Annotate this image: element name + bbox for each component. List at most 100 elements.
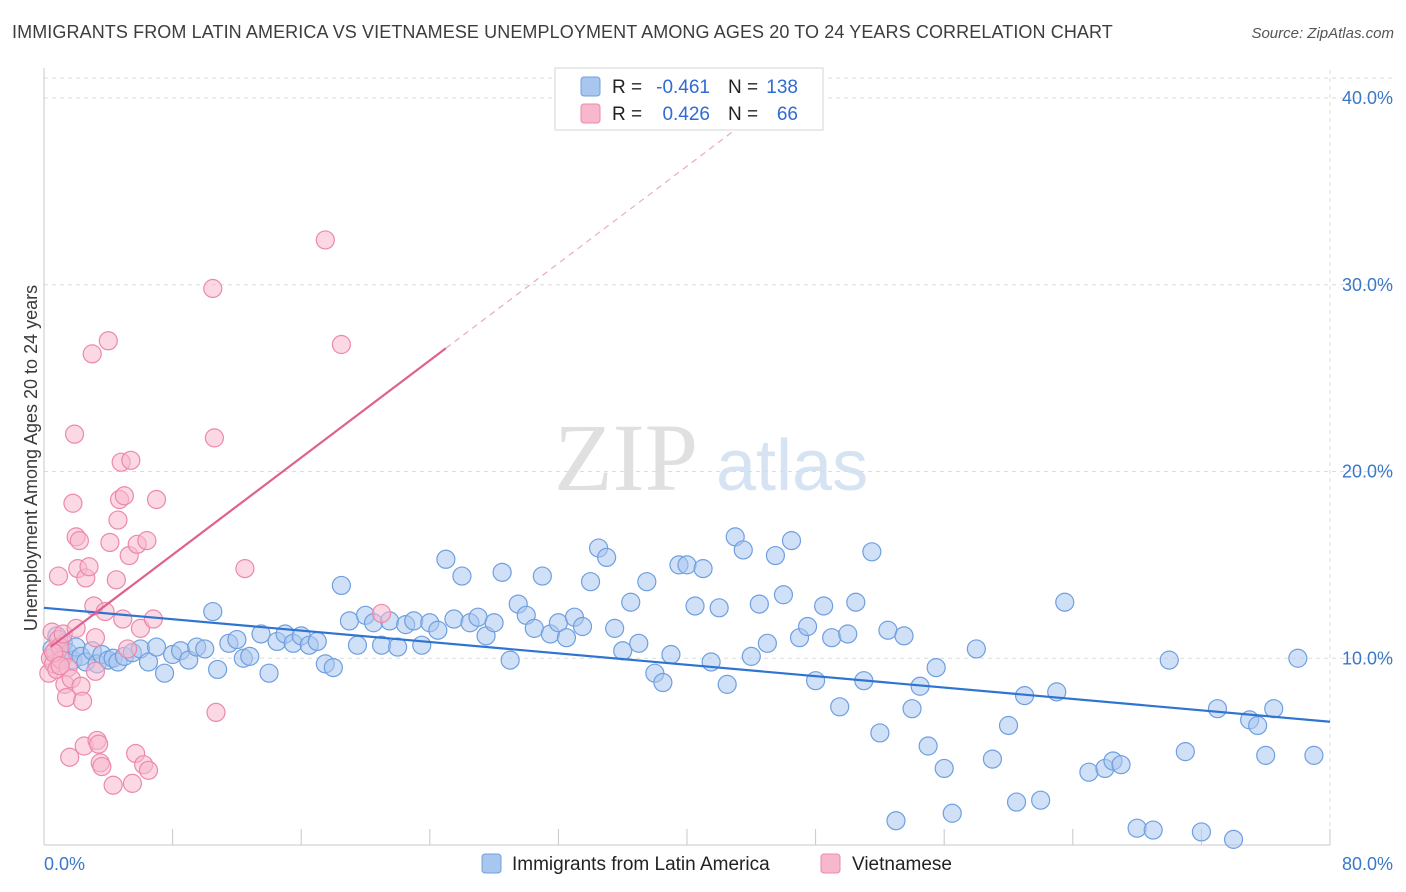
data-point [235,559,255,579]
data-point [130,618,151,638]
y-tick-label: 40.0% [1342,88,1393,108]
data-point [894,626,914,646]
data-point [1111,755,1131,775]
axes [43,68,1331,846]
data-point [452,566,472,586]
legend-r-label-2: R = [612,104,642,125]
data-point [154,663,175,683]
data-point [1288,648,1308,668]
data-point [428,620,448,640]
data-point [1175,742,1195,762]
data-point [113,609,133,629]
legend-n-label-1: N = [728,77,758,98]
data-point [878,620,898,640]
data-point [404,611,424,631]
data-point [966,639,986,659]
data-point [89,734,109,754]
data-point [103,775,123,795]
data-point [117,639,138,659]
data-point [1055,592,1075,612]
data-point [572,616,593,637]
data-point [580,572,601,592]
data-point [982,749,1003,769]
data-point [240,646,260,666]
data-point [98,331,118,351]
data-point [556,628,577,648]
data-point [934,758,954,779]
y-axis-label: Unemployment Among Ages 20 to 24 years [21,285,41,631]
data-point [1304,745,1324,765]
data-point [830,697,850,717]
data-point [629,633,649,653]
data-point [822,628,842,648]
data-point [733,540,753,560]
data-point [203,278,223,299]
data-point [685,596,705,616]
data-point [765,545,786,566]
data-point [605,618,625,638]
data-point [1143,820,1163,840]
trend-line-vietnamese [49,347,447,648]
data-point [339,611,360,631]
data-point [100,532,120,553]
data-point [1159,650,1179,670]
legend-n-value-1: 138 [766,77,798,98]
data-point [371,603,392,624]
watermark-zip: ZIP [554,404,698,511]
legend-n-label-2: N = [728,104,758,125]
data-point [1248,715,1268,736]
data-point [998,715,1019,736]
y-tick-labels: 10.0% 20.0% 30.0% 40.0% [1342,88,1393,668]
legend-r-label-1: R = [612,77,642,98]
data-point [524,618,544,638]
data-point [749,594,769,614]
data-point [838,624,858,644]
data-point [146,489,167,510]
watermark-atlas: atlas [716,426,868,506]
data-point [138,652,159,672]
legend-r-value-1: -0.461 [656,77,710,98]
data-point [532,566,552,586]
data-point [137,531,157,551]
data-point [48,566,69,586]
y-tick-label: 10.0% [1342,648,1393,668]
data-point [846,592,866,612]
data-point [468,607,488,627]
data-point [781,531,802,551]
series-latin-america-points [42,527,1324,849]
data-points [39,230,1324,849]
data-point [1079,762,1099,782]
bottom-legend-swatch-vietnamese [820,853,841,874]
data-point [870,723,890,743]
data-point [653,672,673,693]
data-point [1223,829,1244,849]
bottom-legend-swatch-latin-america [481,853,502,874]
bottom-legend-vietnamese: Vietnamese [852,854,952,875]
data-point [1191,822,1212,842]
data-point [1006,792,1027,812]
x-tick-min: 0.0% [44,854,85,874]
data-point [741,646,761,666]
data-point [500,650,520,670]
data-point [63,493,83,513]
data-point [79,557,99,577]
data-point [436,549,456,569]
data-point [661,644,681,665]
y-tick-label: 20.0% [1342,462,1393,482]
data-point [444,609,464,629]
data-point [942,803,962,823]
data-point [597,547,617,568]
data-point [108,510,128,530]
data-point [64,424,85,444]
data-point [1264,699,1284,719]
legend-r-value-2: 0.426 [662,104,710,125]
data-point [92,756,112,777]
trend-lines [43,105,1331,723]
bottom-legend-latin-america: Immigrants from Latin America [512,854,770,875]
data-point [195,639,215,659]
data-point [637,572,657,592]
data-point [814,596,834,616]
data-point [208,659,228,680]
data-point [204,428,224,448]
